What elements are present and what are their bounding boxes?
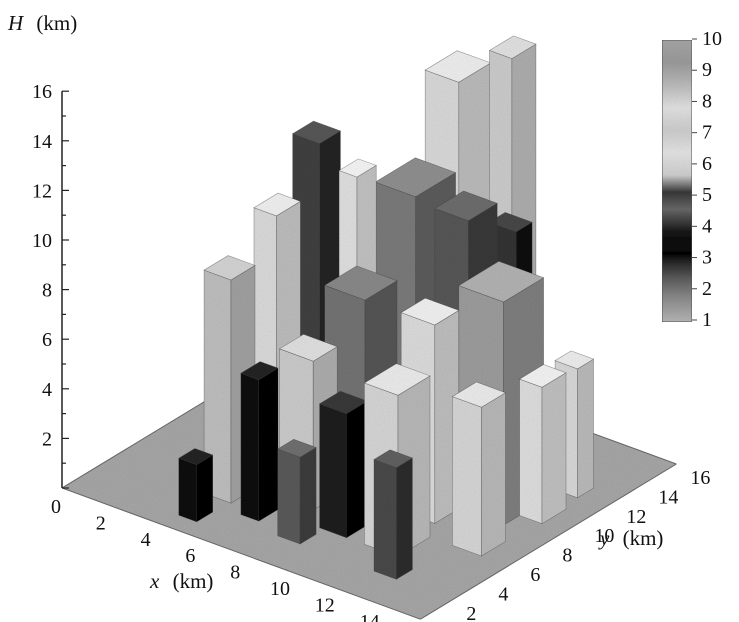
x-ticks: 0246810121416 xyxy=(51,496,380,622)
colorbar-tick-label: 6 xyxy=(702,153,712,175)
bar-13-top-face xyxy=(178,448,214,466)
z-tick-label: 12 xyxy=(32,180,52,202)
x-tick-label: 8 xyxy=(230,562,240,584)
bar-21-side-face xyxy=(396,457,413,580)
bar-14-top-face xyxy=(240,361,279,381)
z-ticks: 2 4 6 8 10 12 14 16 xyxy=(32,81,69,489)
bar-14-side-face xyxy=(258,367,279,522)
colorbar-tick-label: 10 xyxy=(702,28,722,50)
colorbar-ticks: 1 2 3 4 5 6 7 8 9 10 xyxy=(692,28,722,331)
z-tick-label: 10 xyxy=(32,230,52,252)
bar-10-top-face xyxy=(278,333,338,362)
bar-14 xyxy=(240,361,279,522)
bar-15-top-face xyxy=(400,297,460,326)
bar-21-front-face xyxy=(373,459,397,580)
x-axis-title: x (km) xyxy=(149,569,213,593)
y-tick-label: 10 xyxy=(594,525,614,547)
bar-17-front-face xyxy=(319,403,347,539)
y-tick-label: 14 xyxy=(658,486,678,508)
bar-13 xyxy=(178,448,214,523)
y-axis-unit: (km) xyxy=(623,526,664,550)
bar-12-top-face xyxy=(458,260,545,303)
bar-18-side-face xyxy=(299,446,317,545)
bars-group xyxy=(178,35,595,580)
bar-19-top-face xyxy=(363,363,431,396)
bar-3-top-face xyxy=(292,120,342,144)
x-tick-label: 14 xyxy=(360,611,380,622)
colorbar-tick-label: 5 xyxy=(702,184,712,206)
y-axis-var: y xyxy=(598,526,610,550)
bar-11-top-face xyxy=(554,350,595,370)
bar-6-top-face xyxy=(338,158,377,178)
bar-4-top-face xyxy=(488,212,533,233)
bar-16-top-face xyxy=(518,364,567,388)
z-axis-unit: (km) xyxy=(36,11,77,35)
bar-17 xyxy=(318,390,368,539)
colorbar-tick-label: 8 xyxy=(702,90,712,112)
x-tick-label: 12 xyxy=(315,594,335,616)
bar-8-top-face xyxy=(203,255,256,281)
bar-18 xyxy=(277,438,317,545)
y-tick-label: 12 xyxy=(626,506,646,528)
x-tick-label: 10 xyxy=(270,578,290,600)
colorbar-tick-label: 7 xyxy=(702,122,712,144)
x-axis-unit: (km) xyxy=(173,569,214,593)
y-tick-label: 2 xyxy=(466,603,476,622)
x-tick-label: 2 xyxy=(96,512,106,534)
bar-13-side-face xyxy=(196,454,213,523)
x-tick-label: 6 xyxy=(185,545,195,567)
bar-20-side-face xyxy=(481,392,506,557)
bar-16 xyxy=(518,364,567,525)
z-tick-label: 8 xyxy=(42,280,52,302)
bar-2-top-face xyxy=(488,35,537,59)
colorbar-tick-label: 9 xyxy=(702,59,712,81)
x-tick-label: 4 xyxy=(141,529,151,551)
bar-5-top-face xyxy=(434,190,498,222)
bar-18-top-face xyxy=(277,438,317,458)
bar-20 xyxy=(451,381,507,557)
z-axis-var: H xyxy=(7,11,25,35)
z-tick-label: 16 xyxy=(32,81,52,103)
plot-area xyxy=(60,35,678,620)
bar-21-top-face xyxy=(373,449,414,469)
bar-7-top-face xyxy=(253,192,302,217)
x-axis-var: x xyxy=(149,569,160,593)
y-tick-label: 8 xyxy=(562,545,572,567)
y-axis-title: y (km) xyxy=(598,526,663,550)
z-tick-label: 14 xyxy=(32,131,52,153)
colorbar: 1 2 3 4 5 6 7 8 9 10 xyxy=(661,28,722,331)
bar-18-front-face xyxy=(277,448,301,545)
bar-13-front-face xyxy=(178,457,197,523)
bar-20-front-face xyxy=(452,396,482,557)
z-tick-label: 2 xyxy=(42,428,52,450)
y-tick-label: 16 xyxy=(690,467,710,489)
bar-21 xyxy=(373,449,414,580)
bar-16-front-face xyxy=(519,378,543,525)
colorbar-tick-label: 3 xyxy=(702,247,712,269)
bar-11-side-face xyxy=(577,358,594,499)
z-tick-label: 4 xyxy=(42,379,52,401)
colorbar-tick-label: 1 xyxy=(702,309,712,331)
y-ticks: 0246810121416 xyxy=(466,467,710,622)
y-tick-label: 4 xyxy=(498,583,508,605)
colorbar-gradient xyxy=(661,39,693,323)
bar-14-front-face xyxy=(240,372,260,522)
bar-9-top-face xyxy=(324,265,398,301)
z-tick-label: 6 xyxy=(42,329,52,351)
colorbar-tick-label: 4 xyxy=(702,215,712,237)
bar-20-top-face xyxy=(451,381,507,408)
z-axis-title: H (km) xyxy=(7,11,77,35)
y-tick-label: 6 xyxy=(530,564,540,586)
bar-16-side-face xyxy=(541,372,567,525)
colorbar-tick-label: 2 xyxy=(702,278,712,300)
bar-1-top-face xyxy=(374,157,457,198)
x-tick-label: 0 xyxy=(51,496,61,518)
